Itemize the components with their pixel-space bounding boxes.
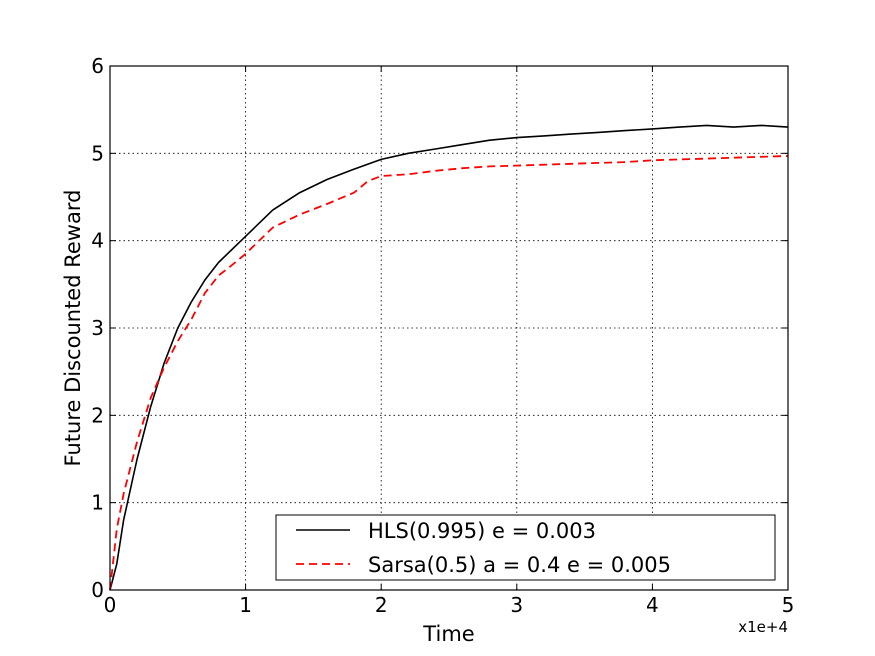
- x-tick-label: 0: [104, 593, 117, 617]
- y-tick-label: 1: [91, 491, 104, 515]
- axis-ticks: [109, 65, 789, 591]
- x-tick-label: 2: [375, 593, 388, 617]
- tick-labels: 0 1 2 3 4 5 0 1 2 3 4 5 6: [91, 54, 794, 617]
- legend-box: [275, 514, 776, 581]
- y-tick-label: 4: [91, 229, 104, 253]
- series-line-1: [109, 155, 789, 591]
- y-tick-label: 5: [91, 141, 104, 165]
- x-tick-label: 3: [510, 593, 523, 617]
- y-tick-label: 3: [91, 316, 104, 340]
- y-tick-label: 2: [91, 403, 104, 427]
- legend-label-hls: HLS(0.995) e = 0.003: [368, 519, 596, 543]
- y-tick-label: 6: [91, 54, 104, 78]
- series-line-0: [109, 124, 789, 591]
- x-tick-label: 5: [782, 593, 795, 617]
- x-axis-title: Time: [422, 622, 474, 646]
- legend-label-sarsa: Sarsa(0.5) a = 0.4 e = 0.005: [368, 553, 671, 577]
- x-offset-label: x1e+4: [738, 618, 788, 636]
- y-tick-label: 0: [91, 578, 104, 602]
- y-axis-title: Future Discounted Reward: [61, 190, 85, 467]
- legend: HLS(0.995) e = 0.003 Sarsa(0.5) a = 0.4 …: [275, 514, 776, 581]
- grid-lines: [110, 66, 788, 590]
- series-lines: [109, 124, 789, 591]
- x-tick-label: 1: [239, 593, 252, 617]
- x-tick-label: 4: [646, 593, 659, 617]
